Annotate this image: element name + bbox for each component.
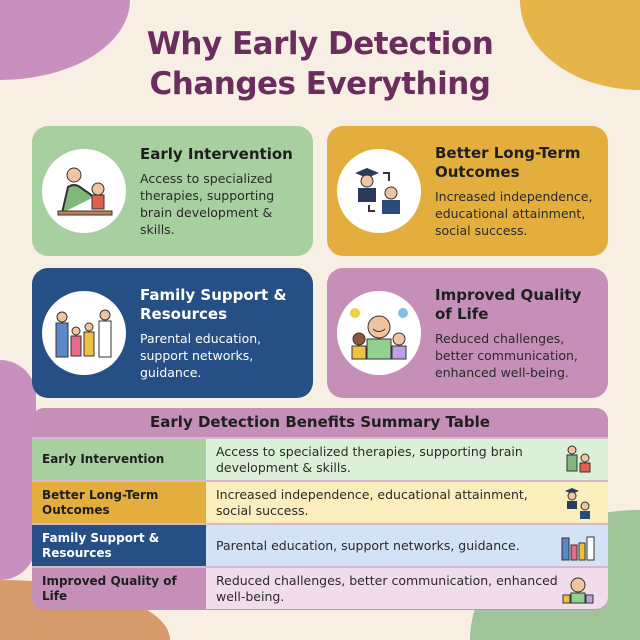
card-heading: Early Intervention	[140, 144, 293, 163]
graduate-professional-icon	[337, 149, 421, 233]
card-body: Increased independence, educational atta…	[435, 188, 593, 238]
card-heading: Family Support & Resources	[140, 285, 287, 323]
card-quality-of-life: Improved Quality of Life Reduced challeng…	[327, 268, 608, 398]
card-body: Parental education, support networks, gu…	[140, 330, 262, 380]
card-early-intervention: Early Intervention Access to specialized …	[32, 126, 313, 256]
happy-children-icon	[337, 291, 421, 375]
card-long-term-outcomes: Better Long-Term Outcomes Increased indep…	[327, 126, 608, 256]
therapist-child-icon	[558, 441, 598, 479]
table-row: Family Support & Resources Parental educ…	[32, 523, 608, 566]
decor-blob-left	[0, 360, 36, 580]
row-label: Family Support & Resources	[32, 525, 206, 566]
row-value: Parental education, support networks, gu…	[216, 537, 520, 553]
row-value: Reduced challenges, better communication…	[216, 572, 558, 604]
table-row: Early Intervention Access to specialized…	[32, 437, 608, 480]
card-family-support: Family Support & Resources Parental educa…	[32, 268, 313, 398]
row-label: Better Long-Term Outcomes	[32, 482, 206, 523]
page-title: Why Early Detection Changes Everything	[146, 26, 494, 102]
row-label: Improved Quality of Life	[32, 568, 206, 609]
summary-table: Early Detection Benefits Summary Table E…	[32, 408, 608, 610]
therapist-child-icon	[42, 149, 126, 233]
table-row: Improved Quality of Life Reduced challen…	[32, 566, 608, 609]
card-heading: Better Long-Term Outcomes	[435, 143, 581, 181]
row-value: Access to specialized therapies, support…	[216, 443, 523, 475]
family-doctor-icon	[558, 527, 598, 565]
row-value: Increased independence, educational atta…	[216, 486, 528, 518]
row-label: Early Intervention	[32, 439, 206, 480]
card-body: Access to specialized therapies, support…	[140, 170, 275, 237]
card-body: Reduced challenges, better communication…	[435, 330, 578, 380]
happy-children-icon	[558, 570, 598, 608]
table-title: Early Detection Benefits Summary Table	[150, 413, 490, 431]
card-heading: Improved Quality of Life	[435, 285, 582, 323]
family-doctor-icon	[42, 291, 126, 375]
table-row: Better Long-Term Outcomes Increased inde…	[32, 480, 608, 523]
graduate-professional-icon	[558, 484, 598, 522]
